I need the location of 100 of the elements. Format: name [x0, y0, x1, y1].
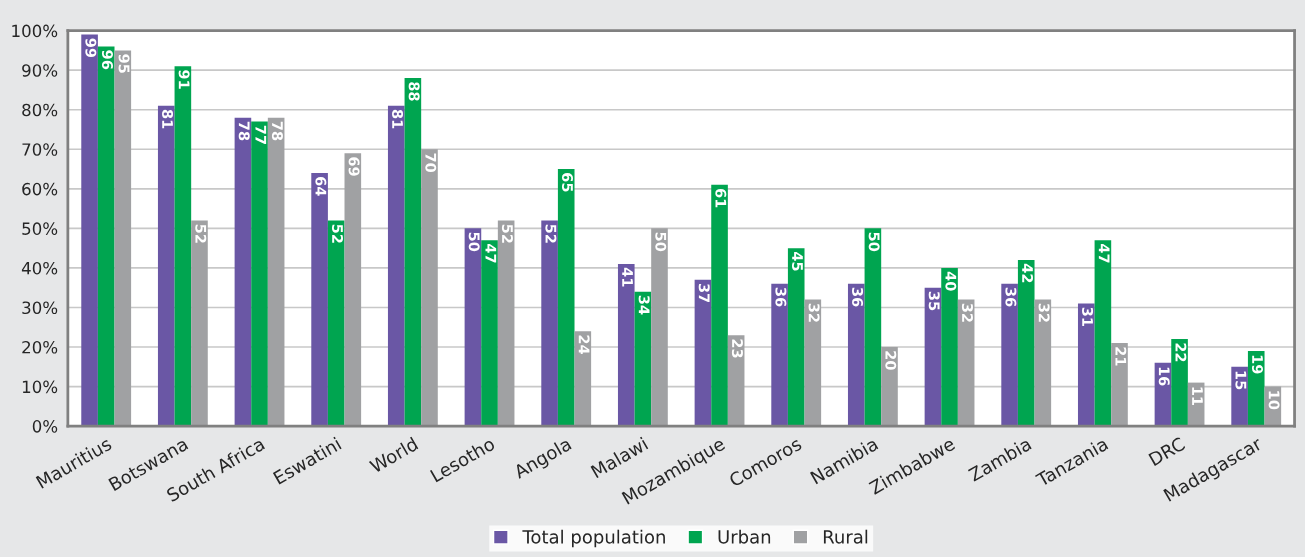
bar — [114, 50, 132, 427]
data-label: 31 — [1082, 307, 1094, 326]
data-label: 19 — [1251, 355, 1264, 374]
data-label: 34 — [638, 295, 650, 315]
data-label: 70 — [425, 153, 437, 173]
y-tick-label: 40% — [21, 261, 58, 275]
data-label: 50 — [468, 232, 480, 252]
y-tick-label: 90% — [22, 64, 58, 77]
bar — [787, 248, 805, 427]
data-label: 99 — [85, 38, 97, 58]
y-tick-label: 100% — [12, 24, 58, 38]
y-tick-label: 60% — [22, 182, 58, 196]
bar — [1247, 350, 1265, 427]
bar — [557, 169, 575, 427]
data-label: 95 — [118, 54, 130, 73]
data-label: 45 — [791, 251, 803, 271]
bar — [711, 184, 728, 427]
bar — [327, 220, 345, 427]
data-label: 47 — [1098, 244, 1110, 263]
data-label: 32 — [961, 303, 973, 322]
bar — [81, 34, 98, 427]
data-label: 37 — [698, 283, 710, 303]
bar — [1231, 366, 1248, 427]
data-label: 10 — [1268, 391, 1280, 410]
bar — [634, 291, 652, 427]
data-label: 15 — [1235, 371, 1247, 390]
data-label: 61 — [715, 188, 727, 208]
data-label: 32 — [808, 303, 820, 322]
data-label: 69 — [348, 157, 360, 176]
bar — [191, 220, 208, 427]
bar — [1077, 303, 1095, 427]
bar — [1094, 240, 1112, 427]
bar — [804, 299, 822, 427]
bar — [941, 267, 958, 427]
data-label: 88 — [408, 82, 420, 101]
data-label: 24 — [578, 335, 590, 354]
data-label: 36 — [1005, 287, 1017, 307]
bar — [157, 105, 175, 427]
data-label: 52 — [331, 224, 343, 243]
bar — [617, 263, 635, 427]
y-tick-label: 20% — [22, 340, 58, 354]
bar — [881, 347, 898, 427]
y-tick-label: 80% — [22, 103, 58, 117]
data-label: 78 — [238, 121, 250, 141]
bar — [771, 283, 788, 427]
bar — [1034, 299, 1052, 427]
data-label: 77 — [255, 125, 267, 144]
data-label: 41 — [622, 267, 633, 287]
data-label: 36 — [775, 287, 787, 307]
data-label: 52 — [195, 224, 207, 243]
bar — [387, 105, 405, 427]
bar — [574, 331, 592, 427]
data-label: 42 — [1022, 263, 1034, 283]
bar — [464, 228, 482, 427]
data-label: 50 — [655, 232, 667, 252]
bar — [421, 149, 438, 427]
data-label: 32 — [1038, 303, 1050, 322]
y-tick-label: 10% — [22, 380, 58, 394]
bar — [311, 173, 328, 427]
data-label: 22 — [1175, 343, 1187, 362]
data-label: 96 — [101, 50, 113, 70]
bar — [1171, 339, 1188, 427]
data-label: 81 — [392, 109, 404, 129]
bar — [267, 117, 285, 427]
data-label: 36 — [852, 287, 864, 307]
y-tick-label: 50% — [22, 222, 58, 235]
bar — [97, 46, 115, 427]
bar — [864, 228, 882, 427]
bar — [1017, 260, 1035, 427]
y-tick-label: 30% — [22, 301, 58, 315]
data-label: 40 — [945, 271, 957, 291]
bar — [694, 279, 712, 427]
bar — [1111, 343, 1128, 427]
data-label: 52 — [545, 224, 557, 243]
legend-label: Urban — [718, 529, 771, 544]
data-label: 16 — [1158, 367, 1170, 386]
bar — [847, 283, 865, 427]
data-label: 65 — [561, 173, 573, 192]
legend-label: Total population — [522, 529, 665, 548]
bar — [251, 121, 268, 427]
bar — [234, 117, 252, 427]
data-label: 91 — [178, 70, 190, 89]
bar — [1001, 283, 1018, 427]
data-label: 11 — [1192, 387, 1203, 406]
bar — [541, 220, 558, 427]
bar — [497, 220, 515, 427]
bar — [404, 78, 422, 427]
data-label: 35 — [928, 291, 940, 311]
legend-label: Rural — [823, 529, 868, 544]
y-tick-label: 0% — [32, 420, 58, 433]
y-tick-label: 70% — [22, 143, 58, 156]
data-label: 78 — [271, 121, 283, 141]
bar — [344, 153, 362, 427]
data-label: 52 — [501, 224, 513, 243]
data-label: 21 — [1115, 347, 1127, 366]
bar — [924, 287, 942, 427]
data-label: 23 — [731, 339, 743, 358]
data-label: 47 — [485, 244, 497, 263]
data-label: 64 — [315, 177, 327, 196]
bar — [651, 228, 668, 427]
